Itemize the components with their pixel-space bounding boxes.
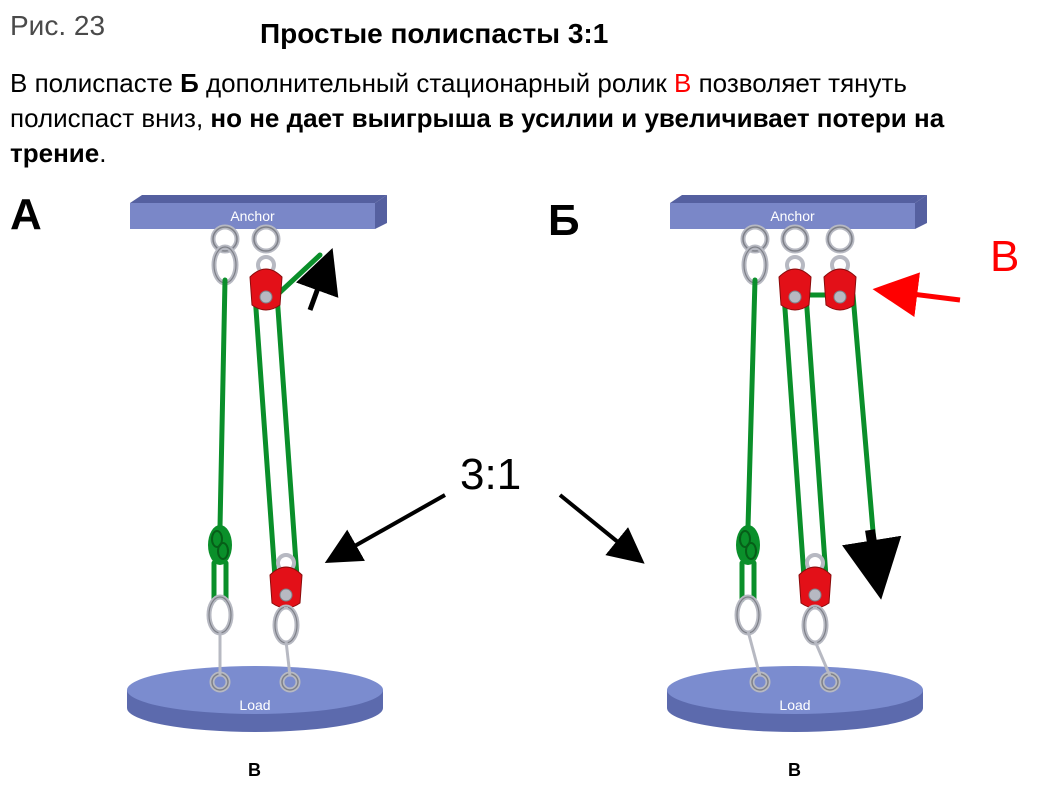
- page-root: Рис. 23 Простые полиспасты 3:1 В полиспа…: [0, 0, 1045, 807]
- svg-text:Anchor: Anchor: [230, 208, 275, 224]
- svg-text:Load: Load: [779, 697, 810, 713]
- diagram-svg: Anchor Load Anchor Load: [0, 0, 1045, 807]
- svg-text:Anchor: Anchor: [770, 208, 815, 224]
- svg-text:Load: Load: [239, 697, 270, 713]
